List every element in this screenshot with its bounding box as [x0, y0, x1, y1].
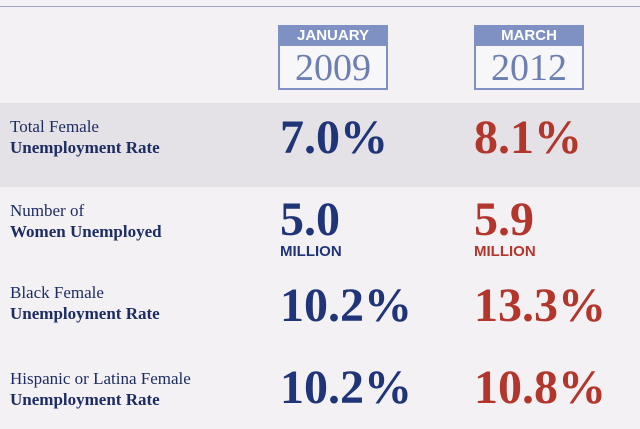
unit: MILLION: [280, 243, 342, 260]
month: JANUARY: [278, 25, 388, 46]
label-bold: Unemployment Rate: [10, 390, 160, 409]
value: 7.0%: [280, 114, 388, 162]
value: 5.0 MILLION: [280, 196, 342, 260]
label-bold: Unemployment Rate: [10, 138, 160, 157]
value: 13.3%: [474, 282, 606, 330]
label-text: Number of: [10, 201, 85, 220]
unit: MILLION: [474, 243, 536, 260]
value-text: 7.0%: [280, 111, 388, 164]
label-text: Black Female: [10, 283, 104, 302]
value-text: 10.2%: [280, 279, 412, 332]
row-label: Number of Women Unemployed: [10, 200, 162, 242]
row-band: [0, 103, 640, 187]
rule: [0, 6, 640, 7]
value-text: 5.9: [474, 193, 534, 246]
column-header: MARCH 2012: [474, 25, 584, 90]
row-label: Hispanic or Latina Female Unemployment Ra…: [10, 368, 191, 410]
value-text: 5.0: [280, 193, 340, 246]
value: 10.8%: [474, 364, 606, 412]
row-label: Black Female Unemployment Rate: [10, 282, 160, 324]
value-text: 10.8%: [474, 361, 606, 414]
value-text: 10.2%: [280, 361, 412, 414]
column-header: JANUARY 2009: [278, 25, 388, 90]
label-text: Hispanic or Latina Female: [10, 369, 191, 388]
value-text: 13.3%: [474, 279, 606, 332]
label-text: Total Female: [10, 117, 99, 136]
value: 10.2%: [280, 282, 412, 330]
year: 2012: [474, 46, 584, 90]
value: 10.2%: [280, 364, 412, 412]
value: 5.9 MILLION: [474, 196, 536, 260]
label-bold: Women Unemployed: [10, 222, 162, 241]
row-label: Total Female Unemployment Rate: [10, 116, 160, 158]
year: 2009: [278, 46, 388, 90]
value-text: 8.1%: [474, 111, 582, 164]
label-bold: Unemployment Rate: [10, 304, 160, 323]
value: 8.1%: [474, 114, 582, 162]
month: MARCH: [474, 25, 584, 46]
